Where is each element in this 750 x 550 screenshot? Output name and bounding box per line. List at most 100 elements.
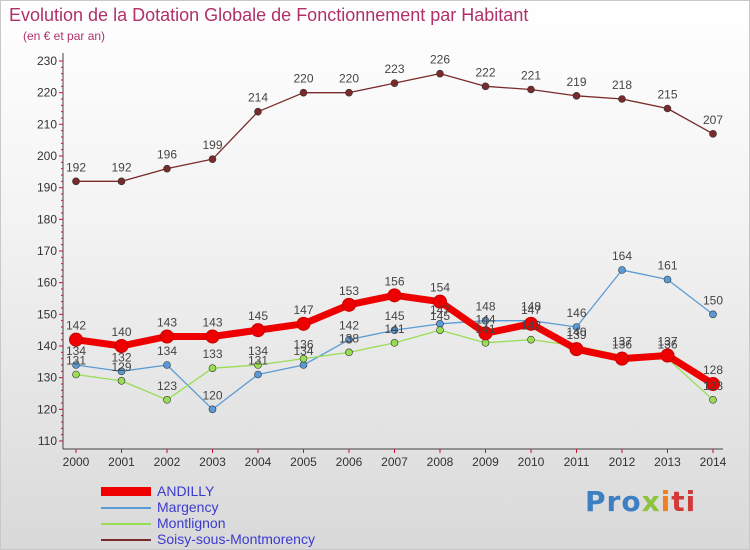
data-point xyxy=(345,348,353,357)
data-point xyxy=(663,104,672,113)
data-label: 131 xyxy=(248,354,268,368)
data-label: 196 xyxy=(157,148,177,162)
data-point xyxy=(69,332,83,347)
data-label: 128 xyxy=(703,363,723,377)
x-tick-label: 2002 xyxy=(154,455,181,469)
data-point xyxy=(618,266,626,274)
x-tick-label: 2005 xyxy=(290,455,317,469)
data-point xyxy=(524,316,538,331)
x-tick-label: 2008 xyxy=(427,455,454,469)
line-chart: 110 120 130 140 150 160 170 180 190 200 210 220 230 2… xyxy=(37,53,727,469)
data-label: 129 xyxy=(111,360,131,374)
data-label: 222 xyxy=(475,65,495,79)
data-point xyxy=(345,335,353,344)
y-tick-label: 220 xyxy=(37,86,57,100)
y-tick-label: 170 xyxy=(37,244,57,258)
legend-label: ANDILLY xyxy=(157,483,215,499)
x-tick-label: 2001 xyxy=(108,455,135,469)
data-label: 136 xyxy=(293,338,313,352)
data-label: 147 xyxy=(293,303,313,317)
data-point xyxy=(342,297,356,312)
data-point xyxy=(160,329,174,344)
data-label: 142 xyxy=(521,319,541,333)
data-label: 215 xyxy=(657,88,677,102)
data-point xyxy=(481,82,490,91)
x-tick-label: 2004 xyxy=(245,455,272,469)
x-tick-label: 2000 xyxy=(63,455,90,469)
data-point xyxy=(660,348,675,363)
data-label: 147 xyxy=(430,303,450,317)
data-label: 214 xyxy=(248,91,268,105)
data-point xyxy=(254,107,262,116)
data-label: 141 xyxy=(475,322,495,336)
data-label: 140 xyxy=(111,325,131,339)
x-tick-label: 2011 xyxy=(564,455,590,469)
data-label: 223 xyxy=(384,62,404,76)
data-label: 226 xyxy=(430,53,450,67)
data-label: 145 xyxy=(384,309,404,323)
data-point xyxy=(436,326,444,334)
data-label: 142 xyxy=(339,319,359,333)
x-tick-label: 2009 xyxy=(472,455,499,469)
y-tick-label: 210 xyxy=(37,117,57,131)
legend-label: Margency xyxy=(157,499,219,515)
data-point xyxy=(254,370,262,379)
data-label: 134 xyxy=(293,344,313,358)
chart-axes: 110 120 130 140 150 160 170 180 190 200 210 220 230 2… xyxy=(37,53,727,469)
data-point xyxy=(478,326,493,341)
data-point xyxy=(618,95,626,103)
data-label: 123 xyxy=(157,379,177,393)
data-point xyxy=(527,85,535,94)
data-point xyxy=(572,92,581,100)
data-point xyxy=(390,339,399,347)
data-point xyxy=(208,405,217,414)
data-label: 137 xyxy=(657,335,677,349)
data-label: 134 xyxy=(157,344,177,358)
data-point xyxy=(72,361,80,369)
y-tick-label: 150 xyxy=(37,307,57,321)
data-point xyxy=(345,88,353,97)
y-tick-label: 190 xyxy=(37,181,57,195)
data-point xyxy=(663,275,672,284)
legend-swatch xyxy=(101,507,151,509)
x-tick-label: 2012 xyxy=(609,455,636,469)
data-label: 140 xyxy=(566,325,586,339)
data-label: 147 xyxy=(521,303,541,317)
data-point xyxy=(117,177,126,186)
data-label: 134 xyxy=(248,344,268,358)
data-point xyxy=(296,316,311,331)
data-point xyxy=(299,361,308,369)
y-tick-label: 110 xyxy=(38,434,57,448)
data-point xyxy=(72,370,80,379)
data-label: 136 xyxy=(612,338,632,352)
data-label: 148 xyxy=(475,300,495,314)
y-tick-label: 200 xyxy=(37,149,57,163)
data-point xyxy=(163,361,171,369)
data-label: 145 xyxy=(248,309,268,323)
data-label: 138 xyxy=(339,331,359,345)
data-label: 132 xyxy=(111,350,131,364)
data-label: 148 xyxy=(521,300,541,314)
data-label: 199 xyxy=(202,138,222,152)
data-label: 120 xyxy=(202,388,222,402)
x-tick-label: 2006 xyxy=(336,455,363,469)
chart-lines xyxy=(69,69,720,414)
data-point xyxy=(390,79,399,87)
data-point xyxy=(163,396,171,404)
x-tick-label: 2014 xyxy=(700,455,727,469)
data-point xyxy=(208,155,217,163)
data-point xyxy=(569,342,584,357)
data-label: 218 xyxy=(612,78,632,92)
data-label: 142 xyxy=(66,319,86,333)
data-label: 123 xyxy=(703,379,723,393)
data-point xyxy=(481,316,490,325)
legend-swatch xyxy=(101,539,151,541)
data-point xyxy=(709,310,717,319)
y-tick-label: 130 xyxy=(37,371,57,385)
data-point xyxy=(481,339,490,347)
data-point xyxy=(251,323,265,338)
data-label: 133 xyxy=(202,347,222,361)
chart-title: Evolution de la Dotation Globale de Fonc… xyxy=(9,5,529,25)
data-label: 134 xyxy=(66,344,86,358)
